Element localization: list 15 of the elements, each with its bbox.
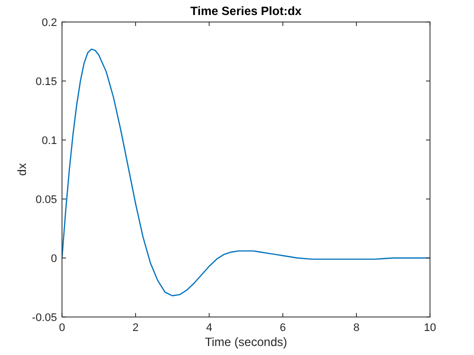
y-tick-label: 0.05: [36, 194, 57, 206]
x-tick-label: 2: [132, 322, 139, 334]
y-tick-label: -0.05: [32, 312, 57, 324]
chart-title: Time Series Plot:dx: [190, 4, 302, 18]
y-tick-label: 0.1: [42, 135, 57, 147]
y-tick-label: 0.2: [42, 17, 57, 29]
y-tick-label: 0: [50, 253, 57, 265]
x-tick-label: 8: [353, 322, 360, 334]
x-tick-label: 10: [424, 322, 436, 334]
y-axis-title: dx: [15, 163, 29, 176]
y-tick-label: 0.15: [36, 76, 57, 88]
x-tick-label: 4: [206, 322, 212, 334]
x-axis-title: Time (seconds): [204, 335, 288, 349]
x-tick-label: 6: [280, 322, 286, 334]
x-tick-label: 0: [58, 322, 66, 334]
